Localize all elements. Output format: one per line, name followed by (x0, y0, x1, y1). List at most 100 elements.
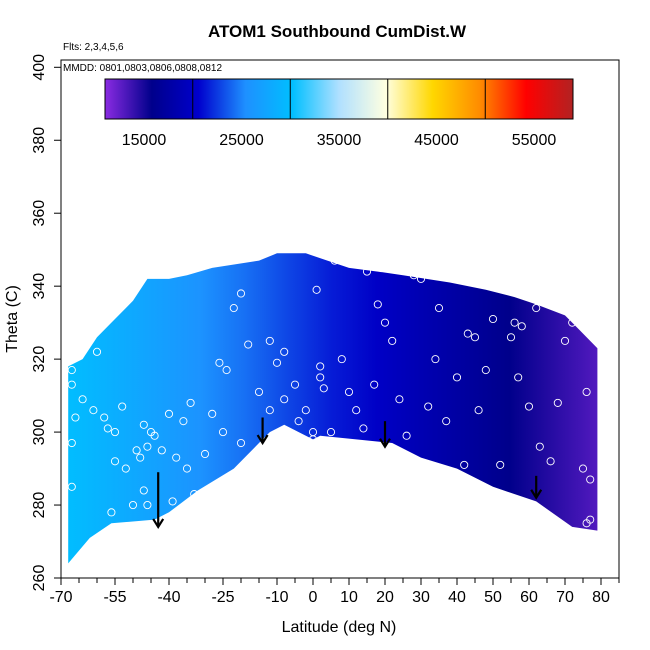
descent-arrow (256, 417, 269, 446)
observation-point (236, 438, 246, 448)
observation-points (67, 256, 595, 539)
observation-point (510, 318, 519, 327)
observation-point (463, 329, 472, 338)
observation-point (308, 435, 318, 444)
observation-point (265, 406, 274, 415)
observation-point (280, 395, 289, 404)
colorbar-label: 15000 (122, 132, 167, 149)
observation-point (244, 340, 253, 349)
x-tick-label: -10 (265, 589, 288, 606)
descent-arrow (530, 475, 543, 500)
observation-point (532, 304, 541, 313)
x-tick-label: 20 (376, 589, 394, 606)
arrow-head (256, 434, 269, 446)
observation-point (362, 267, 372, 276)
observation-point (190, 490, 199, 499)
observation-point (294, 417, 303, 426)
y-tick-label: 320 (31, 346, 48, 373)
observation-point (89, 406, 98, 415)
descent-arrow (152, 472, 165, 530)
y-tick-label: 400 (31, 54, 48, 81)
observation-point (254, 387, 264, 397)
y-tick-label: 280 (31, 492, 48, 519)
observation-point (280, 347, 289, 356)
observation-point (82, 340, 91, 349)
observation-point (182, 464, 192, 473)
observation-point (442, 417, 451, 426)
observation-point (78, 395, 87, 404)
y-tick-label: 380 (31, 127, 48, 154)
observation-point (514, 373, 523, 382)
observation-point (496, 460, 505, 469)
dates-annotation: MMDD: 0801,0803,0806,0808,0812 (63, 63, 222, 74)
observation-point (578, 464, 588, 473)
observation-point (578, 304, 588, 313)
observation-point (272, 358, 282, 367)
observation-point (236, 289, 246, 298)
arrow-head (152, 518, 165, 530)
arrow-head (530, 489, 543, 500)
observation-point (67, 380, 76, 389)
observation-point (586, 475, 595, 484)
y-tick-label: 360 (31, 200, 48, 227)
observation-point (524, 402, 534, 411)
flights-annotation: Flts: 2,3,4,5,6 (63, 42, 124, 53)
y-tick-label: 340 (31, 273, 48, 300)
observation-point (136, 453, 145, 462)
observation-point (388, 336, 397, 345)
observation-point (150, 431, 159, 440)
observation-point (568, 318, 577, 327)
colorbar-label: 45000 (414, 132, 459, 149)
y-axis: 260 280 300 320 340 360 380 400 (31, 54, 61, 592)
observation-point (143, 500, 152, 510)
observation-point (344, 387, 354, 397)
observation-point (395, 395, 404, 404)
y-axis-label: Theta (C) (4, 285, 21, 353)
observation-point (535, 442, 544, 451)
observation-point (110, 428, 120, 437)
colorbar-label: 35000 (317, 132, 362, 149)
observation-point (316, 362, 325, 371)
observation-point (582, 519, 591, 528)
observation-point (164, 409, 174, 418)
observation-point (506, 333, 516, 342)
observation-point (67, 366, 76, 375)
observation-point (460, 460, 469, 469)
observation-point (110, 457, 120, 466)
observation-point (186, 398, 195, 407)
observation-point (121, 464, 130, 473)
observation-point (330, 256, 339, 265)
observation-point (416, 274, 426, 283)
x-tick-label: -55 (103, 589, 126, 606)
observation-point (488, 314, 498, 324)
observation-point (67, 438, 76, 448)
observation-point (168, 497, 177, 506)
observation-point (200, 449, 210, 459)
observation-point (265, 336, 274, 345)
colorbar: 15000 25000 35000 45000 55000 (104, 78, 574, 149)
observation-point (215, 358, 224, 367)
observation-point (301, 406, 310, 415)
observation-point (517, 322, 526, 331)
observation-point (312, 285, 321, 294)
observation-point (431, 355, 440, 364)
observation-point (337, 355, 346, 364)
x-tick-label: 30 (412, 589, 430, 606)
observation-point (157, 446, 166, 455)
observation-point (470, 333, 480, 342)
data-field (68, 253, 598, 564)
y-tick-label: 260 (31, 565, 48, 592)
colorbar-label: 55000 (512, 132, 557, 149)
observation-point (434, 304, 444, 313)
plot-frame (60, 59, 620, 579)
x-tick-label: 0 (309, 589, 318, 606)
x-axis-label: Latitude (deg N) (282, 619, 397, 636)
observation-point (143, 442, 152, 451)
observation-point (352, 406, 361, 415)
observation-point (139, 420, 148, 429)
observation-point (128, 500, 138, 510)
x-tick-label: 50 (484, 589, 502, 606)
observation-point (560, 336, 570, 345)
observation-point (370, 380, 379, 389)
colorbar-ramp (104, 78, 574, 120)
